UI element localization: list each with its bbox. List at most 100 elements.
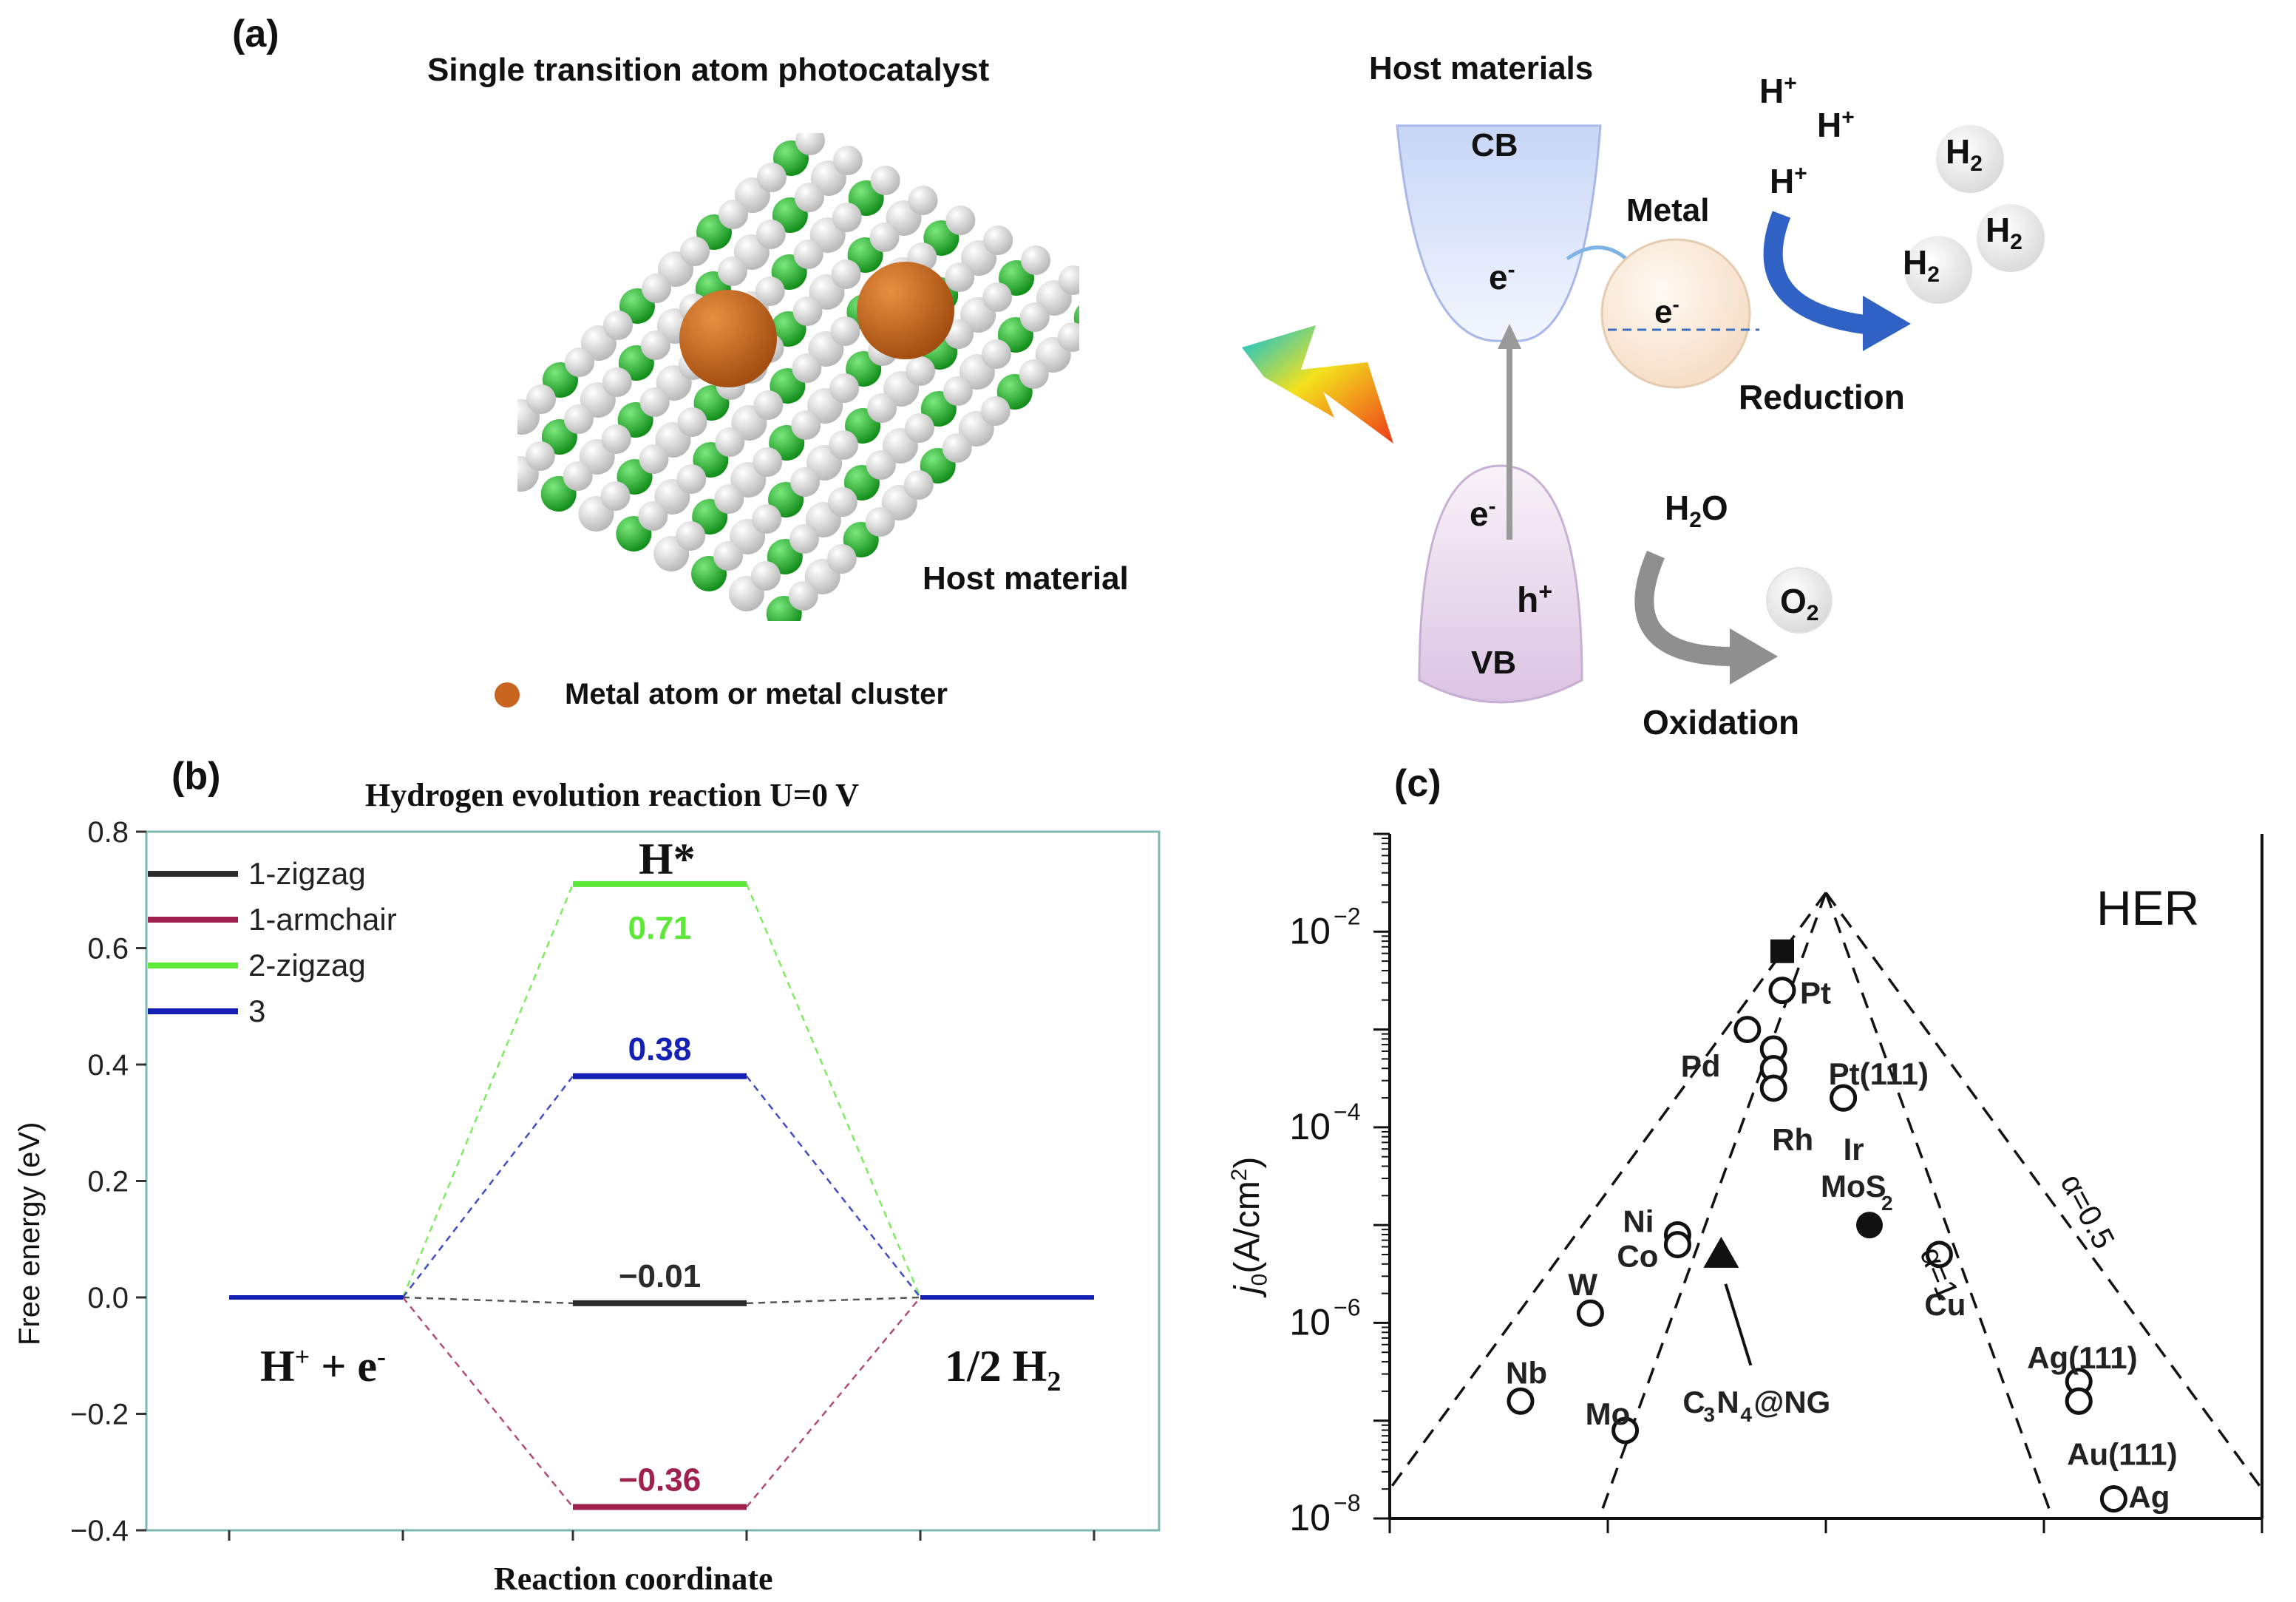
white-atom xyxy=(906,356,936,386)
point-label: Ag xyxy=(2128,1480,2170,1515)
legend-label-2-zigzag: 2-zigzag xyxy=(248,948,366,982)
volcano-line xyxy=(1388,892,1827,1490)
white-atom xyxy=(565,347,594,377)
white-atom xyxy=(640,330,670,360)
white-atom xyxy=(757,163,787,192)
data-point xyxy=(1733,1016,1762,1044)
white-atom xyxy=(563,461,593,491)
metal-particle xyxy=(1600,238,1751,389)
connector-1-armchair xyxy=(746,1297,921,1508)
volcano-line xyxy=(1824,892,2054,1519)
white-atom xyxy=(600,481,631,511)
y-tick-label: 10 xyxy=(1289,1106,1331,1147)
white-atom xyxy=(639,444,669,474)
y-tick-label: 0.8 xyxy=(87,816,129,849)
panel-a-letter: (a) xyxy=(232,13,279,55)
host-material-label: Host material xyxy=(923,560,1129,597)
chart-b-title: Hydrogen evolution reaction U=0 V xyxy=(365,777,859,813)
white-atom xyxy=(563,404,594,434)
h2-bubbles xyxy=(1904,125,2045,304)
connector-1-zigzag xyxy=(402,1296,574,1305)
white-atom xyxy=(790,467,821,497)
y-tick-exponent: −2 xyxy=(1334,903,1360,929)
white-atom xyxy=(1057,322,1079,352)
white-atom xyxy=(942,433,972,463)
white-atom xyxy=(827,487,857,517)
connector-2-zigzag xyxy=(401,883,574,1298)
white-atom xyxy=(865,507,895,537)
volcano-line xyxy=(1824,892,2263,1490)
data-point xyxy=(1768,977,1796,1005)
data-point-mos2 xyxy=(1856,1212,1883,1239)
white-atom xyxy=(792,296,823,326)
reduction-label: Reduction xyxy=(1739,378,1905,416)
y-tick-label: 0.2 xyxy=(87,1166,129,1198)
white-atom xyxy=(1021,245,1051,275)
panel-a-title: Single transition atom photocatalyst xyxy=(427,52,990,88)
point-label: Cu xyxy=(1924,1287,1966,1322)
o2-molecule: O2 xyxy=(1780,582,1819,626)
white-atom xyxy=(792,353,822,383)
data-point-square xyxy=(1770,939,1794,963)
state-middle: H* xyxy=(639,835,696,883)
white-atom xyxy=(755,276,785,306)
y-tick-label: 0.4 xyxy=(87,1049,129,1082)
white-atom xyxy=(945,206,976,235)
white-atom xyxy=(526,384,556,414)
connector-1-armchair xyxy=(402,1297,574,1508)
white-atom xyxy=(830,316,860,346)
metal-sphere-diagram xyxy=(1566,238,1759,389)
white-atom xyxy=(942,376,973,406)
point-label: Co xyxy=(1617,1239,1658,1274)
white-atom xyxy=(869,223,900,252)
metal-label: Metal xyxy=(1626,192,1710,228)
data-point xyxy=(1830,1084,1858,1112)
vb-electron: e- xyxy=(1470,494,1496,533)
proton-1: H+ xyxy=(1759,71,1797,110)
y-tick-label: 10 xyxy=(1289,910,1331,951)
h2-molecule-1: H2 xyxy=(1946,132,1983,177)
o2-bubble xyxy=(1766,567,1833,634)
white-atom xyxy=(832,146,863,175)
point-label: Ni xyxy=(1623,1204,1654,1238)
white-atom xyxy=(713,541,744,571)
panel-c-letter: (c) xyxy=(1394,762,1441,805)
point-label: Au(111) xyxy=(2067,1436,2177,1471)
white-atom xyxy=(982,282,1013,312)
point-label: Mo xyxy=(1586,1396,1631,1431)
legend-label-3: 3 xyxy=(248,994,265,1028)
point-label-c3n4: 4 xyxy=(1740,1403,1752,1426)
point-label-mos2: MoS xyxy=(1821,1169,1886,1204)
metal-atom-legend-icon xyxy=(495,682,520,707)
value-label-1-zigzag: −0.01 xyxy=(619,1258,701,1294)
value-label-2-zigzag: 0.71 xyxy=(628,910,692,946)
chart-b-xlabel: Reaction coordinate xyxy=(494,1561,773,1597)
white-atom xyxy=(793,240,823,269)
white-atom xyxy=(866,450,896,480)
point-label: Ag(111) xyxy=(2027,1340,2137,1375)
y-tick-label: −0.4 xyxy=(70,1515,129,1547)
chart-b: 0.8 0.6 0.4 0.2 0.0 −0.2 −0.4 −0.01 −0.36 0.71 0.3… xyxy=(70,816,1161,1547)
white-atom xyxy=(794,183,824,212)
white-atom xyxy=(945,262,975,292)
white-atom xyxy=(829,430,859,460)
white-atom xyxy=(1019,359,1049,389)
white-atom xyxy=(829,373,860,403)
h2-molecule-2: H2 xyxy=(1986,211,2022,255)
proton-2: H+ xyxy=(1817,105,1855,144)
white-atom xyxy=(719,200,748,229)
lattice-atoms xyxy=(517,133,1079,621)
point-label-c3n4: N xyxy=(1716,1385,1739,1419)
white-atom xyxy=(870,166,900,195)
white-atom xyxy=(714,484,744,514)
white-atom xyxy=(680,237,710,266)
white-atom xyxy=(642,274,671,303)
white-atom xyxy=(750,561,781,591)
y-tick-exponent: −6 xyxy=(1334,1294,1360,1320)
white-atom xyxy=(676,521,706,551)
white-atom xyxy=(715,427,745,457)
value-label-1-armchair: −0.36 xyxy=(619,1462,701,1499)
point-label: Rh xyxy=(1772,1122,1813,1157)
white-atom xyxy=(717,257,747,286)
